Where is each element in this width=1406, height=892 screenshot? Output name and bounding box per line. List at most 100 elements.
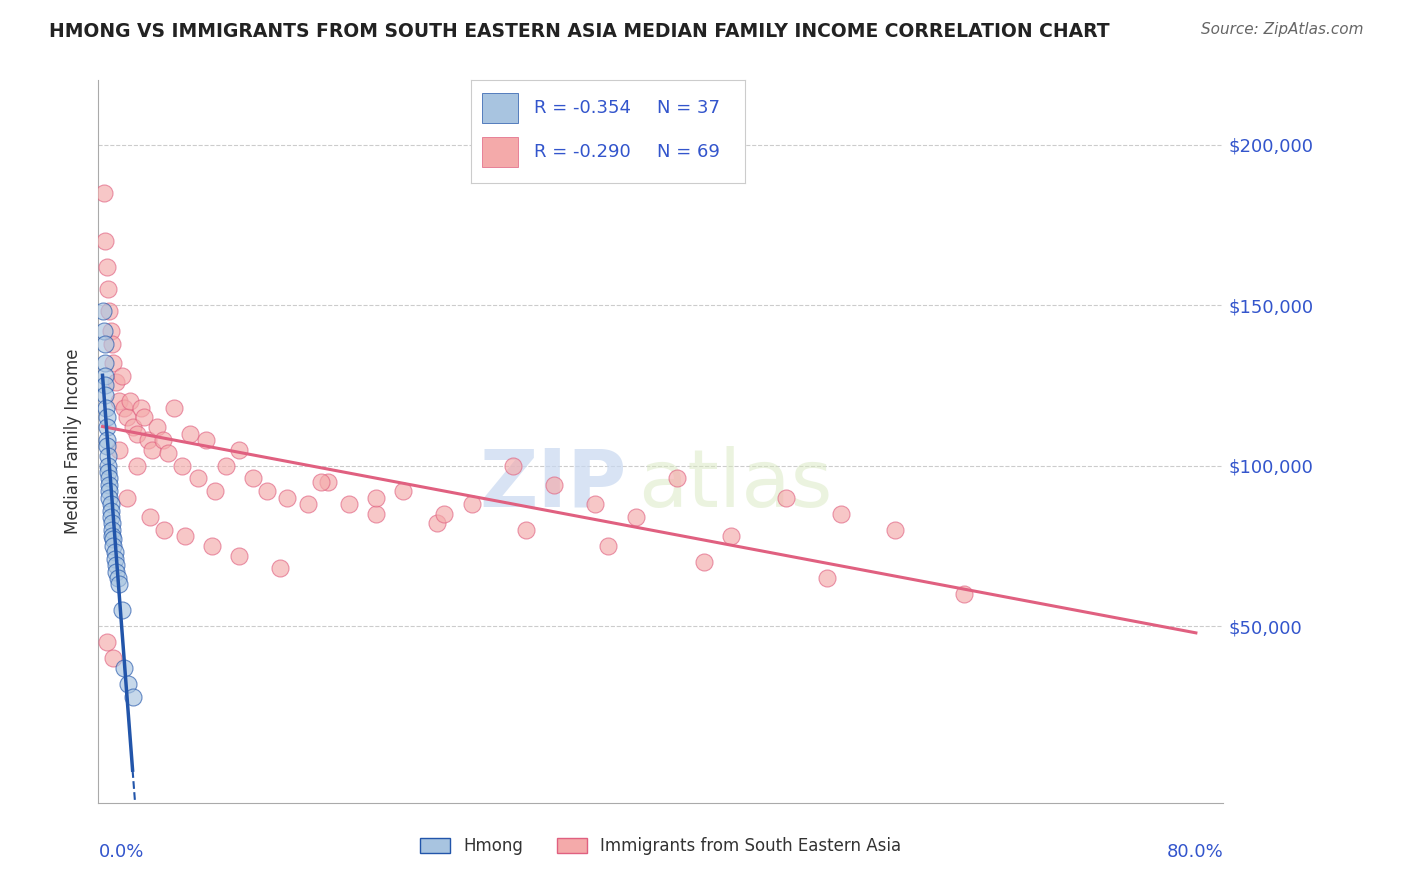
Point xyxy=(392,484,415,499)
Point xyxy=(136,433,159,447)
Legend: Hmong, Immigrants from South Eastern Asia: Hmong, Immigrants from South Eastern Asi… xyxy=(412,829,910,863)
Point xyxy=(93,324,115,338)
Point xyxy=(276,491,298,505)
Point xyxy=(96,635,118,649)
Point xyxy=(297,497,319,511)
Point xyxy=(97,471,120,485)
Point xyxy=(103,651,125,665)
Point xyxy=(132,410,155,425)
Point xyxy=(884,523,907,537)
Point xyxy=(97,458,120,473)
Point xyxy=(93,186,115,200)
Text: Source: ZipAtlas.com: Source: ZipAtlas.com xyxy=(1201,22,1364,37)
Point xyxy=(112,661,135,675)
Point xyxy=(426,516,449,531)
Point xyxy=(98,478,121,492)
Point xyxy=(624,510,647,524)
Point xyxy=(170,458,193,473)
Point xyxy=(139,510,162,524)
Point xyxy=(583,497,606,511)
Point xyxy=(228,442,250,457)
Point xyxy=(100,510,122,524)
Point xyxy=(543,478,565,492)
Point xyxy=(115,410,138,425)
Point xyxy=(94,401,117,415)
Point xyxy=(316,475,339,489)
Text: 80.0%: 80.0% xyxy=(1167,843,1223,861)
Point xyxy=(515,523,537,537)
Point xyxy=(97,465,120,479)
Point xyxy=(121,420,143,434)
Point xyxy=(97,449,120,463)
Point xyxy=(665,471,688,485)
Point xyxy=(105,375,128,389)
Point xyxy=(815,571,838,585)
Point xyxy=(118,394,141,409)
Point xyxy=(103,533,125,547)
Point xyxy=(98,304,121,318)
Point xyxy=(201,539,224,553)
Text: R = -0.290: R = -0.290 xyxy=(534,143,631,161)
Point xyxy=(93,356,115,370)
Point xyxy=(108,577,131,591)
Point xyxy=(433,507,456,521)
Point xyxy=(364,507,387,521)
Text: atlas: atlas xyxy=(638,446,832,524)
Point xyxy=(502,458,524,473)
Point xyxy=(121,690,143,704)
Point xyxy=(141,442,163,457)
Point xyxy=(94,378,117,392)
Point xyxy=(460,497,482,511)
Point xyxy=(94,388,117,402)
Text: 0.0%: 0.0% xyxy=(98,843,143,861)
Point xyxy=(228,549,250,563)
Point xyxy=(269,561,291,575)
Point xyxy=(775,491,797,505)
Text: N = 37: N = 37 xyxy=(658,99,720,117)
Point xyxy=(146,420,169,434)
Point xyxy=(104,545,127,559)
Text: HMONG VS IMMIGRANTS FROM SOUTH EASTERN ASIA MEDIAN FAMILY INCOME CORRELATION CHA: HMONG VS IMMIGRANTS FROM SOUTH EASTERN A… xyxy=(49,22,1109,41)
Point xyxy=(598,539,620,553)
Point xyxy=(91,304,114,318)
Point xyxy=(101,336,124,351)
Point xyxy=(93,336,115,351)
Point xyxy=(693,555,716,569)
Y-axis label: Median Family Income: Median Family Income xyxy=(65,349,83,534)
Text: R = -0.354: R = -0.354 xyxy=(534,99,631,117)
Text: ZIP: ZIP xyxy=(479,446,627,524)
Point xyxy=(108,442,131,457)
Point xyxy=(103,539,125,553)
Point xyxy=(111,368,134,383)
Point xyxy=(337,497,360,511)
Point xyxy=(96,420,118,434)
Point xyxy=(103,356,125,370)
Point xyxy=(96,260,118,274)
Point xyxy=(104,551,127,566)
Point xyxy=(157,446,180,460)
Point xyxy=(952,587,974,601)
Point xyxy=(101,529,124,543)
Point xyxy=(204,484,226,499)
Point xyxy=(242,471,264,485)
Point xyxy=(105,558,128,573)
Point xyxy=(720,529,742,543)
Point xyxy=(96,439,118,453)
Point xyxy=(100,503,122,517)
FancyBboxPatch shape xyxy=(482,136,517,168)
Point xyxy=(101,523,124,537)
Point xyxy=(100,324,122,338)
Point xyxy=(256,484,278,499)
Point xyxy=(98,491,121,505)
Point xyxy=(179,426,201,441)
Point xyxy=(94,234,117,248)
Point xyxy=(94,368,117,383)
Point xyxy=(187,471,209,485)
Point xyxy=(364,491,387,505)
Point xyxy=(830,507,852,521)
Point xyxy=(96,433,118,447)
Point xyxy=(112,401,135,415)
Point xyxy=(96,410,118,425)
Point xyxy=(162,401,184,415)
Point xyxy=(101,516,124,531)
